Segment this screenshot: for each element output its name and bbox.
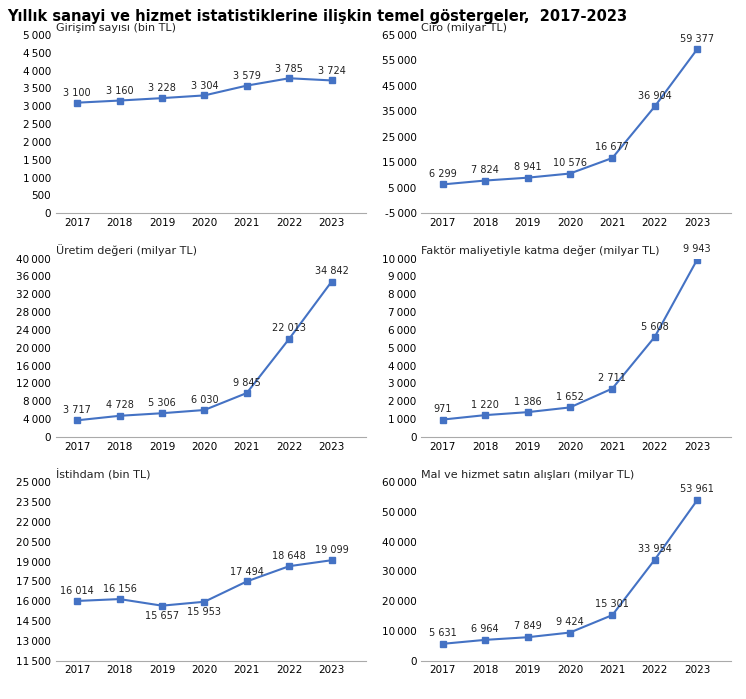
- Text: 22 013: 22 013: [272, 324, 306, 333]
- Text: 3 785: 3 785: [275, 64, 303, 73]
- Text: Faktör maliyetiyle katma değer (milyar TL): Faktör maliyetiyle katma değer (milyar T…: [421, 246, 660, 257]
- Text: Mal ve hizmet satın alışları (milyar TL): Mal ve hizmet satın alışları (milyar TL): [421, 470, 635, 480]
- Text: 7 824: 7 824: [471, 165, 499, 175]
- Text: 1 386: 1 386: [514, 397, 542, 407]
- Text: 34 842: 34 842: [315, 266, 348, 276]
- Text: 3 100: 3 100: [63, 88, 91, 98]
- Text: 16 014: 16 014: [60, 586, 94, 596]
- Text: 4 728: 4 728: [106, 401, 134, 410]
- Text: 3 724: 3 724: [318, 66, 345, 75]
- Text: 33 954: 33 954: [638, 544, 671, 554]
- Text: 5 306: 5 306: [148, 398, 176, 408]
- Text: 971: 971: [433, 404, 452, 415]
- Text: 16 677: 16 677: [595, 143, 630, 152]
- Text: 1 652: 1 652: [556, 392, 584, 402]
- Text: 10 576: 10 576: [553, 158, 587, 168]
- Text: Girişim sayısı (bin TL): Girişim sayısı (bin TL): [56, 23, 176, 33]
- Text: Ciro (milyar TL): Ciro (milyar TL): [421, 23, 507, 33]
- Text: 16 156: 16 156: [103, 584, 137, 594]
- Text: İstihdam (bin TL): İstihdam (bin TL): [56, 469, 151, 480]
- Text: 17 494: 17 494: [230, 566, 264, 577]
- Text: 15 953: 15 953: [187, 607, 222, 617]
- Text: 6 964: 6 964: [471, 624, 499, 634]
- Text: 3 717: 3 717: [63, 405, 91, 415]
- Text: 18 648: 18 648: [272, 552, 306, 561]
- Text: 9 845: 9 845: [233, 377, 260, 388]
- Text: 5 608: 5 608: [641, 322, 668, 331]
- Text: 6 299: 6 299: [429, 169, 457, 179]
- Text: 7 849: 7 849: [514, 621, 542, 631]
- Text: 9 943: 9 943: [683, 244, 711, 254]
- Text: 36 904: 36 904: [638, 91, 671, 101]
- Text: 3 228: 3 228: [148, 83, 176, 94]
- Text: 2 711: 2 711: [598, 373, 627, 383]
- Text: 15 301: 15 301: [595, 599, 630, 609]
- Text: 19 099: 19 099: [315, 545, 348, 555]
- Text: Yıllık sanayi ve hizmet istatistiklerine ilişkin temel göstergeler,  2017-2023: Yıllık sanayi ve hizmet istatistiklerine…: [7, 9, 627, 24]
- Text: 59 377: 59 377: [680, 34, 714, 43]
- Text: 6 030: 6 030: [190, 395, 218, 405]
- Text: 5 631: 5 631: [429, 628, 457, 638]
- Text: 8 941: 8 941: [514, 162, 542, 172]
- Text: 1 220: 1 220: [471, 400, 499, 410]
- Text: 9 424: 9 424: [556, 617, 584, 626]
- Text: 53 961: 53 961: [680, 484, 714, 494]
- Text: 15 657: 15 657: [145, 610, 179, 621]
- Text: 3 579: 3 579: [233, 71, 261, 81]
- Text: 3 304: 3 304: [190, 81, 218, 91]
- Text: 3 160: 3 160: [106, 86, 134, 96]
- Text: Üretim değeri (milyar TL): Üretim değeri (milyar TL): [56, 245, 197, 257]
